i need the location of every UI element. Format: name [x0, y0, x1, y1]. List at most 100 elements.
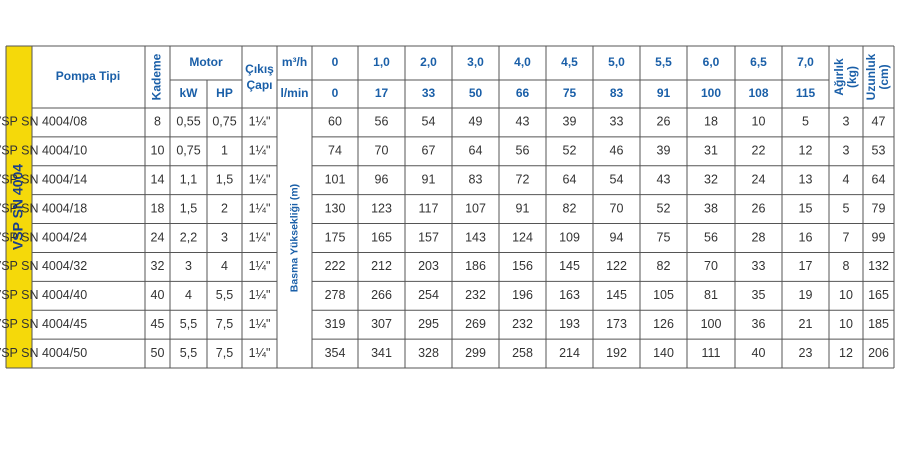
- cell: 206: [868, 346, 889, 360]
- cell: 7,5: [216, 317, 233, 331]
- cell: 258: [512, 346, 533, 360]
- cell: 341: [371, 346, 392, 360]
- cell: 192: [606, 346, 627, 360]
- stages-header: Kademe: [150, 53, 164, 100]
- weight-header: Ağırlık: [832, 58, 846, 96]
- flow-m3h: 6,5: [750, 55, 767, 69]
- cell: 165: [371, 230, 392, 244]
- cell: 299: [465, 346, 486, 360]
- cell: 1¼": [249, 173, 271, 187]
- cell: 52: [657, 201, 671, 215]
- cell: 82: [657, 259, 671, 273]
- cell: 163: [559, 288, 580, 302]
- cell: 105: [653, 288, 674, 302]
- flow-unit: m³/h: [282, 55, 307, 69]
- cell: 193: [559, 317, 580, 331]
- outlet-header: Çapı: [246, 78, 272, 92]
- cell: 173: [606, 317, 627, 331]
- cell: 1,5: [216, 173, 233, 187]
- cell: 10: [839, 288, 853, 302]
- cell: 319: [325, 317, 346, 331]
- cell: 4: [185, 288, 192, 302]
- model-cell: VSP SN 4004/45: [0, 317, 87, 331]
- cell: 31: [704, 144, 718, 158]
- cell: 143: [465, 230, 486, 244]
- cell: 94: [610, 230, 624, 244]
- cell: 107: [465, 201, 486, 215]
- weight-header: (kg): [845, 66, 859, 88]
- cell: 124: [512, 230, 533, 244]
- cell: 91: [422, 173, 436, 187]
- flow-unit: l/min: [280, 86, 308, 100]
- cell: 26: [657, 115, 671, 129]
- flow-m3h: 0: [332, 55, 339, 69]
- cell: 15: [799, 201, 813, 215]
- cell: 36: [752, 317, 766, 331]
- model-header: Pompa Tipi: [56, 69, 120, 83]
- flow-m3h: 2,0: [420, 55, 437, 69]
- cell: 32: [704, 173, 718, 187]
- cell: 64: [563, 173, 577, 187]
- cell: 64: [872, 173, 886, 187]
- cell: 70: [610, 201, 624, 215]
- cell: 4: [221, 259, 228, 273]
- cell: 33: [752, 259, 766, 273]
- cell: 75: [657, 230, 671, 244]
- cell: 5,5: [180, 346, 197, 360]
- cell: 24: [752, 173, 766, 187]
- cell: 212: [371, 259, 392, 273]
- cell: 12: [799, 144, 813, 158]
- cell: 56: [516, 144, 530, 158]
- cell: 101: [325, 173, 346, 187]
- cell: 17: [799, 259, 813, 273]
- cell: 54: [422, 115, 436, 129]
- cell: 132: [868, 259, 889, 273]
- head-label: Basma Yüksekliği (m): [288, 184, 300, 292]
- cell: 16: [799, 230, 813, 244]
- cell: 5,5: [180, 317, 197, 331]
- cell: 232: [465, 288, 486, 302]
- cell: 1: [221, 144, 228, 158]
- flow-m3h: 1,0: [373, 55, 390, 69]
- cell: 1¼": [249, 259, 271, 273]
- cell: 196: [512, 288, 533, 302]
- cell: 1¼": [249, 115, 271, 129]
- cell: 70: [375, 144, 389, 158]
- cell: 13: [799, 173, 813, 187]
- cell: 232: [512, 317, 533, 331]
- flow-m3h: 5,5: [655, 55, 672, 69]
- cell: 67: [422, 144, 436, 158]
- cell: 64: [469, 144, 483, 158]
- cell: 39: [657, 144, 671, 158]
- flow-lmin: 100: [701, 86, 721, 100]
- cell: 56: [375, 115, 389, 129]
- flow-lmin: 66: [516, 86, 530, 100]
- model-cell: VSP SN 4004/40: [0, 288, 87, 302]
- model-cell: VSP SN 4004/10: [0, 144, 87, 158]
- cell: 70: [704, 259, 718, 273]
- cell: 328: [418, 346, 439, 360]
- cell: 1¼": [249, 230, 271, 244]
- cell: 1¼": [249, 317, 271, 331]
- cell: 82: [563, 201, 577, 215]
- cell: 1,1: [180, 173, 197, 187]
- cell: 1¼": [249, 144, 271, 158]
- flow-lmin: 33: [422, 86, 436, 100]
- cell: 24: [151, 230, 165, 244]
- cell: 83: [469, 173, 483, 187]
- side-label: VSP SN 4004: [10, 164, 26, 250]
- cell: 28: [752, 230, 766, 244]
- flow-lmin: 115: [796, 86, 816, 100]
- cell: 203: [418, 259, 439, 273]
- cell: 185: [868, 317, 889, 331]
- cell: 156: [512, 259, 533, 273]
- cell: 4: [843, 173, 850, 187]
- cell: 2,2: [180, 230, 197, 244]
- cell: 39: [563, 115, 577, 129]
- cell: 7: [843, 230, 850, 244]
- cell: 43: [516, 115, 530, 129]
- cell: 14: [151, 173, 165, 187]
- cell: 165: [868, 288, 889, 302]
